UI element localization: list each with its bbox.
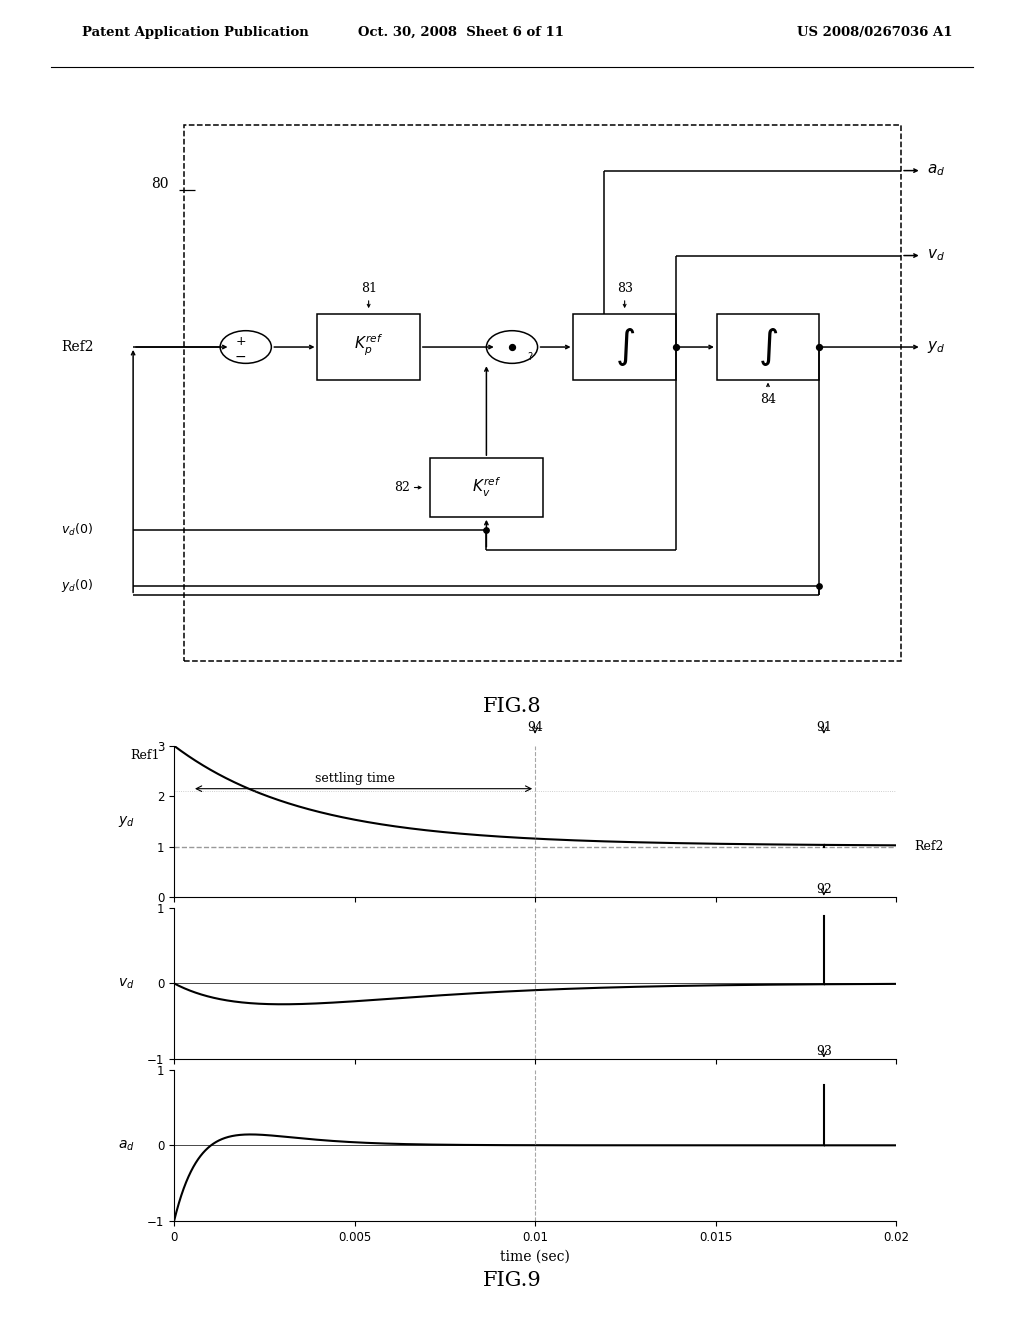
Text: 80: 80	[152, 177, 169, 190]
Bar	[573, 314, 676, 380]
Text: $K_v^{ref}$: $K_v^{ref}$	[472, 477, 501, 499]
Text: Ref2: Ref2	[914, 841, 943, 853]
Point	[504, 337, 520, 358]
Text: $a_d$: $a_d$	[927, 162, 945, 178]
Text: $a_d$: $a_d$	[118, 1138, 134, 1152]
Text: Patent Application Publication: Patent Application Publication	[82, 26, 308, 40]
Text: $y_d$: $y_d$	[118, 814, 134, 829]
Text: settling time: settling time	[314, 772, 394, 785]
Text: FIG.8: FIG.8	[482, 697, 542, 715]
Text: 82: 82	[393, 480, 410, 494]
Text: US 2008/0267036 A1: US 2008/0267036 A1	[797, 26, 952, 40]
Text: $\int$: $\int$	[758, 326, 778, 368]
Text: $v_d(0)$: $v_d(0)$	[61, 521, 93, 539]
Text: 81: 81	[360, 281, 377, 294]
Bar	[317, 314, 420, 380]
Text: Oct. 30, 2008  Sheet 6 of 11: Oct. 30, 2008 Sheet 6 of 11	[357, 26, 564, 40]
Point	[811, 337, 827, 358]
Text: Ref2: Ref2	[61, 341, 94, 354]
Text: $y_d$: $y_d$	[927, 339, 945, 355]
Text: 84: 84	[760, 393, 776, 405]
Text: +: +	[236, 335, 246, 348]
Point	[811, 576, 827, 597]
Text: $v_d$: $v_d$	[118, 977, 134, 990]
Text: $\int$: $\int$	[614, 326, 635, 368]
Text: 92: 92	[816, 883, 831, 895]
Text: 94: 94	[527, 721, 543, 734]
Point	[668, 337, 684, 358]
Text: ?: ?	[527, 352, 532, 362]
Text: Ref1: Ref1	[130, 750, 160, 763]
Text: −: −	[234, 350, 247, 364]
Bar	[430, 458, 543, 517]
Bar	[717, 314, 819, 380]
Point	[478, 519, 495, 541]
Text: 91: 91	[816, 721, 831, 734]
Text: 83: 83	[616, 281, 633, 294]
X-axis label: time (sec): time (sec)	[500, 1249, 570, 1263]
Text: $K_p^{ref}$: $K_p^{ref}$	[354, 333, 383, 358]
Text: 93: 93	[816, 1044, 831, 1057]
Text: FIG.9: FIG.9	[482, 1271, 542, 1290]
Bar	[184, 125, 901, 660]
Text: $y_d(0)$: $y_d(0)$	[61, 577, 94, 594]
Text: $v_d$: $v_d$	[927, 248, 944, 264]
